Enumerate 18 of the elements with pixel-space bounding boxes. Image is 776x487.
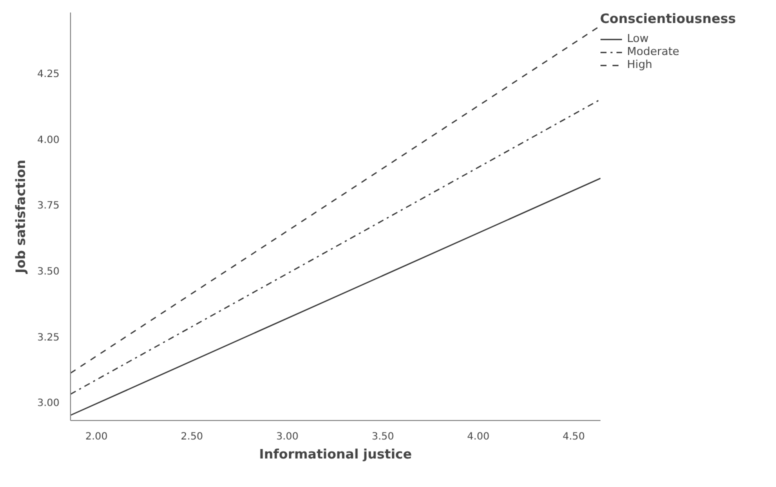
- legend-label: Low: [627, 32, 649, 45]
- y-tick-label: 3.00: [37, 398, 60, 410]
- y-tick-label: 4.25: [37, 69, 60, 80]
- y-axis-title: Job satisfaction: [14, 160, 30, 274]
- y-tick-label: 3.50: [37, 266, 60, 278]
- legend-label: Moderate: [627, 45, 680, 58]
- x-tick-label: 4.00: [467, 432, 490, 442]
- x-tick-label: 3.00: [276, 432, 299, 442]
- x-tick-label: 3.50: [372, 432, 394, 442]
- legend-title: Conscientiousness: [600, 12, 736, 27]
- x-tick-label: 2.00: [85, 432, 108, 442]
- x-tick-label: 2.50: [180, 432, 204, 442]
- y-tick-label: 4.00: [37, 134, 60, 146]
- y-tick-label: 3.25: [37, 332, 60, 344]
- y-tick-label: 3.75: [37, 200, 60, 212]
- x-tick-label: 4.50: [562, 432, 585, 442]
- legend-label: High: [627, 58, 652, 71]
- x-axis-title: Informational justice: [259, 448, 412, 462]
